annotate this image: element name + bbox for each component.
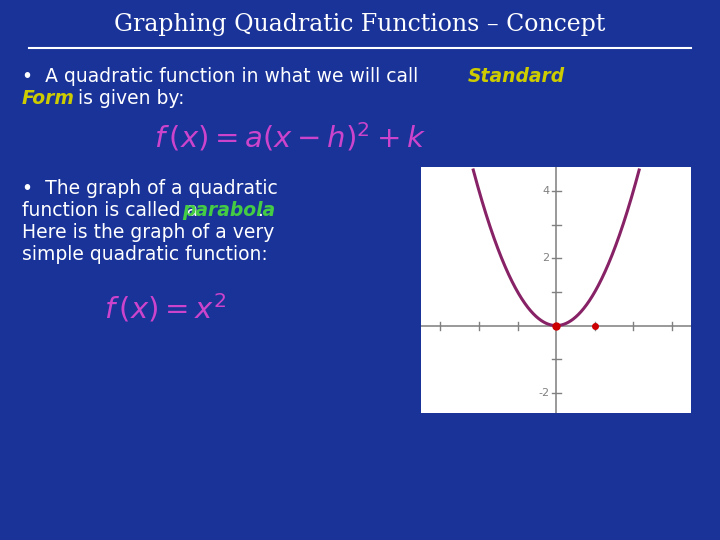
- Text: $f\,(x) = x^2$: $f\,(x) = x^2$: [104, 292, 226, 325]
- Text: •  A quadratic function in what we will call: • A quadratic function in what we will c…: [22, 68, 424, 86]
- Text: function is called a: function is called a: [22, 200, 204, 219]
- Text: Graphing Quadratic Functions – Concept: Graphing Quadratic Functions – Concept: [114, 12, 606, 36]
- Text: 2: 2: [542, 253, 549, 264]
- Text: -2: -2: [538, 388, 549, 398]
- Text: Form: Form: [22, 90, 75, 109]
- Text: Here is the graph of a very: Here is the graph of a very: [22, 222, 274, 241]
- Text: •  The graph of a quadratic: • The graph of a quadratic: [22, 179, 278, 198]
- Text: $f\,(x) = a(x-h)^2 + k$: $f\,(x) = a(x-h)^2 + k$: [154, 120, 426, 153]
- Text: is given by:: is given by:: [72, 90, 184, 109]
- Text: parabola: parabola: [182, 200, 275, 219]
- Text: Standard: Standard: [468, 68, 565, 86]
- Text: simple quadratic function:: simple quadratic function:: [22, 245, 268, 264]
- Text: 4: 4: [542, 186, 549, 196]
- Text: .: .: [258, 200, 264, 219]
